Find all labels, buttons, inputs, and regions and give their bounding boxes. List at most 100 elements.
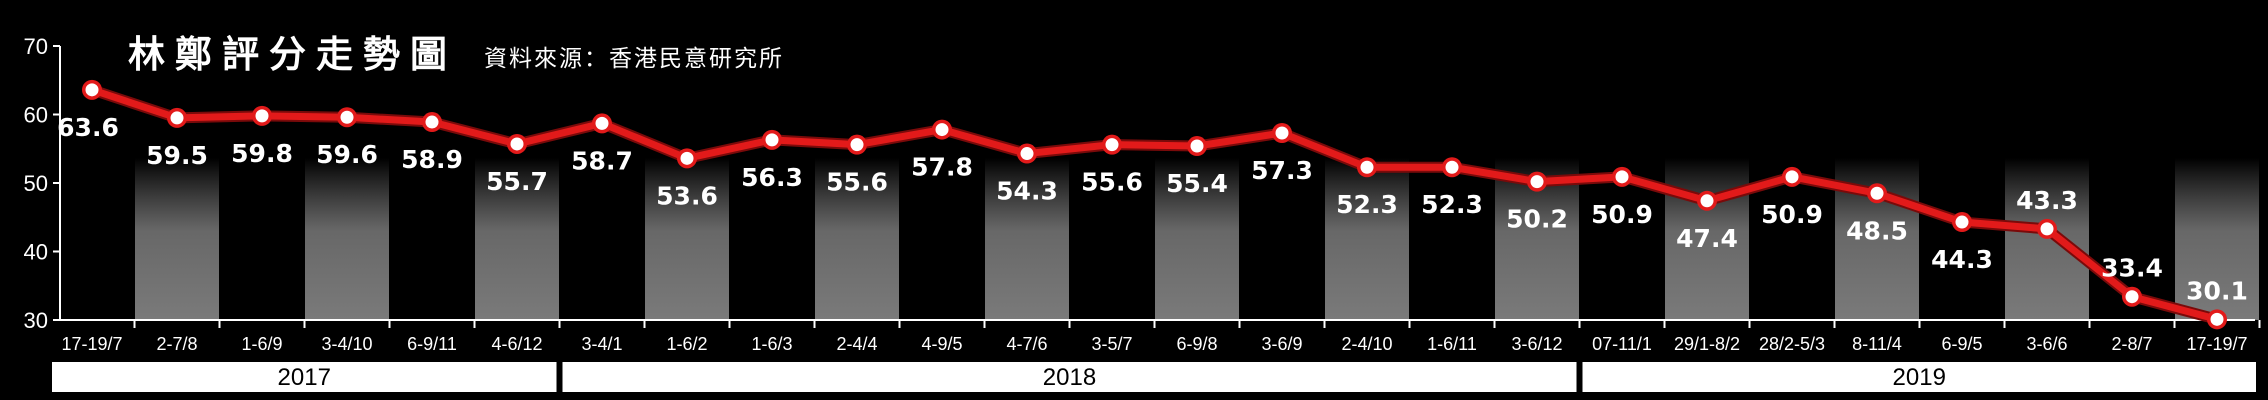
x-tick-label: 6-9/11 [407, 334, 457, 354]
data-point [2040, 222, 2054, 236]
x-tick-label: 1-6/3 [751, 334, 792, 354]
data-point [1190, 139, 1204, 153]
year-label: 2018 [1043, 364, 1096, 391]
x-tick-label: 2-7/8 [156, 334, 197, 354]
data-label: 50.2 [1506, 205, 1568, 234]
data-point [1105, 138, 1119, 152]
data-label: 55.6 [1081, 168, 1143, 197]
data-label: 52.3 [1421, 190, 1483, 219]
data-point [1615, 170, 1629, 184]
data-point [1530, 175, 1544, 189]
x-tick-label: 3-6/9 [1261, 334, 1302, 354]
x-tick-label: 6-9/8 [1176, 334, 1217, 354]
data-label: 56.3 [741, 163, 803, 192]
x-tick-label: 17-19/7 [2186, 334, 2247, 354]
column-band [815, 158, 899, 320]
x-tick-label: 8-11/4 [1852, 334, 1902, 354]
data-label: 59.5 [146, 141, 208, 170]
column-band [2005, 158, 2089, 320]
data-point [2125, 290, 2139, 304]
data-point [935, 123, 949, 137]
year-bar [562, 362, 1577, 392]
data-label: 63.6 [57, 113, 119, 142]
x-tick-label: 4-9/5 [921, 334, 962, 354]
x-tick-label: 1-6/2 [666, 334, 707, 354]
data-label: 47.4 [1676, 224, 1738, 253]
x-tick-label: 28/2-5/3 [1759, 334, 1825, 354]
data-point [340, 110, 354, 124]
y-tick-label: 70 [24, 34, 48, 59]
column-band [2175, 158, 2259, 320]
data-point [1020, 147, 1034, 161]
year-bar [1582, 362, 2256, 392]
data-point [1360, 160, 1374, 174]
column-band [1325, 158, 1409, 320]
x-tick-label: 3-4/1 [581, 334, 622, 354]
data-point [1785, 170, 1799, 184]
series-line [90, 86, 2218, 323]
x-tick-label: 2-4/4 [836, 334, 877, 354]
data-label: 52.3 [1336, 190, 1398, 219]
data-point [510, 137, 524, 151]
data-label: 43.3 [2016, 186, 2078, 215]
data-label: 58.7 [571, 146, 633, 175]
data-label: 33.4 [2101, 254, 2163, 283]
x-tick-label: 3-4/10 [321, 334, 372, 354]
data-label: 48.5 [1846, 216, 1908, 245]
data-point [1700, 194, 1714, 208]
x-tick-label: 3-6/6 [2026, 334, 2067, 354]
data-point [425, 115, 439, 129]
column-band [135, 158, 219, 320]
x-tick-label: 17-19/7 [61, 334, 122, 354]
data-label: 50.9 [1591, 200, 1653, 229]
column-band [305, 158, 389, 320]
x-tick-label: 4-6/12 [491, 334, 542, 354]
x-tick-label: 07-11/1 [1592, 334, 1652, 354]
column-band [1155, 158, 1239, 320]
column-band [985, 158, 1069, 320]
chart-title: 林鄭評分走勢圖 [128, 33, 457, 76]
data-point [2210, 312, 2224, 326]
data-point [850, 138, 864, 152]
year-label: 2019 [1893, 364, 1946, 391]
chart-source: 資料來源：香港民意研究所 [484, 46, 784, 72]
data-point [680, 151, 694, 165]
data-point [255, 109, 269, 123]
y-tick-label: 40 [24, 240, 48, 265]
y-tick-label: 30 [24, 308, 48, 333]
x-tick-label: 29/1-8/2 [1674, 334, 1740, 354]
data-point [1955, 215, 1969, 229]
x-tick-label: 2-4/10 [1341, 334, 1392, 354]
data-point [1275, 126, 1289, 140]
column-band [645, 158, 729, 320]
data-point [765, 133, 779, 147]
x-tick-label: 3-5/7 [1091, 334, 1132, 354]
data-label: 55.7 [486, 167, 548, 196]
data-point [170, 111, 184, 125]
data-point [1445, 160, 1459, 174]
y-tick-label: 50 [24, 171, 48, 196]
year-label: 2017 [278, 364, 331, 391]
column-band [475, 158, 559, 320]
x-tick-label: 1-6/11 [1427, 334, 1477, 354]
year-bar [52, 362, 557, 392]
data-label: 59.8 [231, 139, 293, 168]
data-label: 57.8 [911, 153, 973, 182]
data-point [595, 116, 609, 130]
data-point [85, 83, 99, 97]
x-tick-label: 4-7/6 [1006, 334, 1047, 354]
x-tick-label: 2-8/7 [2111, 334, 2152, 354]
x-tick-label: 3-6/12 [1511, 334, 1562, 354]
column-band [1665, 158, 1749, 320]
data-label: 57.3 [1251, 156, 1313, 185]
x-tick-label: 6-9/5 [1941, 334, 1982, 354]
data-label: 54.3 [996, 177, 1058, 206]
data-label: 55.6 [826, 168, 888, 197]
data-label: 53.6 [656, 181, 718, 210]
data-label: 58.9 [401, 145, 463, 174]
data-label: 30.1 [2186, 276, 2248, 305]
data-point [1870, 186, 1884, 200]
data-label: 59.6 [316, 140, 378, 169]
